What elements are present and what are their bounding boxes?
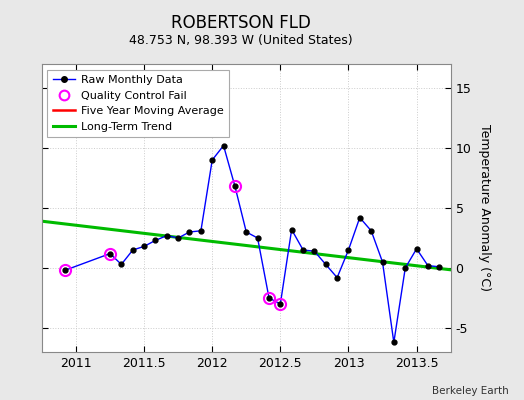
Raw Monthly Data: [357, 215, 363, 220]
Raw Monthly Data: [436, 264, 442, 269]
Raw Monthly Data: [368, 228, 374, 233]
Raw Monthly Data: [391, 340, 397, 345]
Raw Monthly Data: [345, 248, 352, 252]
Line: Quality Control Fail: Quality Control Fail: [59, 181, 286, 310]
Raw Monthly Data: [402, 266, 408, 270]
Raw Monthly Data: [129, 248, 136, 252]
Line: Raw Monthly Data: Raw Monthly Data: [62, 143, 442, 345]
Raw Monthly Data: [209, 158, 215, 162]
Raw Monthly Data: [141, 244, 147, 249]
Raw Monthly Data: [289, 227, 295, 232]
Quality Control Fail: [232, 184, 238, 189]
Raw Monthly Data: [255, 236, 261, 240]
Legend: Raw Monthly Data, Quality Control Fail, Five Year Moving Average, Long-Term Tren: Raw Monthly Data, Quality Control Fail, …: [48, 70, 229, 137]
Quality Control Fail: [61, 268, 68, 273]
Raw Monthly Data: [152, 238, 159, 243]
Text: Berkeley Earth: Berkeley Earth: [432, 386, 508, 396]
Raw Monthly Data: [198, 228, 204, 233]
Raw Monthly Data: [425, 263, 431, 268]
Raw Monthly Data: [61, 268, 68, 273]
Raw Monthly Data: [379, 260, 386, 264]
Raw Monthly Data: [266, 296, 272, 300]
Raw Monthly Data: [107, 251, 113, 256]
Raw Monthly Data: [175, 236, 181, 240]
Y-axis label: Temperature Anomaly (°C): Temperature Anomaly (°C): [478, 124, 491, 292]
Raw Monthly Data: [300, 248, 306, 252]
Raw Monthly Data: [311, 249, 318, 254]
Raw Monthly Data: [413, 246, 420, 251]
Raw Monthly Data: [187, 230, 193, 234]
Quality Control Fail: [277, 302, 283, 306]
Raw Monthly Data: [323, 262, 329, 267]
Text: ROBERTSON FLD: ROBERTSON FLD: [171, 14, 311, 32]
Raw Monthly Data: [334, 275, 340, 280]
Text: 48.753 N, 98.393 W (United States): 48.753 N, 98.393 W (United States): [129, 34, 353, 47]
Quality Control Fail: [266, 296, 272, 300]
Quality Control Fail: [107, 251, 113, 256]
Raw Monthly Data: [243, 230, 249, 234]
Raw Monthly Data: [232, 184, 238, 189]
Raw Monthly Data: [163, 233, 170, 238]
Raw Monthly Data: [118, 262, 125, 267]
Raw Monthly Data: [221, 143, 227, 148]
Raw Monthly Data: [277, 302, 283, 306]
